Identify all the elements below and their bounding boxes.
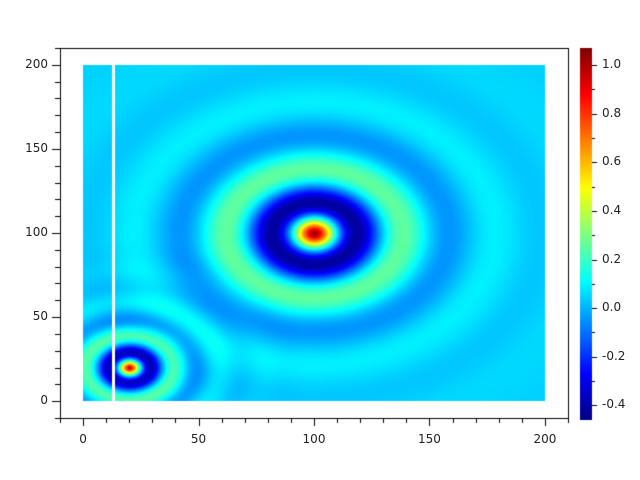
x-tick-label: 150 — [418, 432, 441, 446]
x-tick-label: 0 — [79, 432, 87, 446]
colorbar-tick-label: -0.2 — [602, 348, 626, 363]
colorbar-tick-label: 0.0 — [602, 300, 622, 315]
x-tick-label: 100 — [302, 432, 326, 446]
colorbar-tick-label: 0.2 — [602, 251, 622, 266]
y-tick-label: 150 — [25, 140, 48, 155]
x-tick-label: 200 — [533, 432, 557, 446]
x-tick-label: 50 — [190, 432, 207, 446]
y-tick-label: 50 — [32, 309, 48, 324]
colorbar-tick-label: 0.8 — [602, 105, 622, 120]
colorbar-tick-label: -0.4 — [602, 397, 626, 412]
colorbar-tick-label: 0.4 — [602, 202, 622, 217]
colorbar-tick-label: 0.6 — [602, 154, 622, 169]
y-tick-label: 200 — [25, 56, 48, 71]
y-tick-label: 100 — [25, 225, 48, 239]
y-tick-label: 0 — [40, 393, 48, 408]
colorbar-tick-label: 1.0 — [602, 57, 622, 72]
